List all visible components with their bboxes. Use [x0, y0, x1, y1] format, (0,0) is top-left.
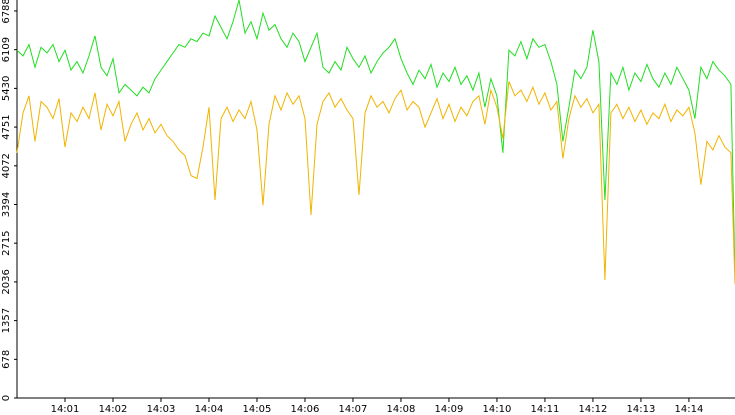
- y-tick-label: 678: [1, 350, 12, 369]
- y-tick-label: 2715: [1, 230, 12, 255]
- series-line: [16, 81, 735, 285]
- series-line: [16, 0, 735, 276]
- x-tick-label: 14:03: [147, 404, 176, 415]
- y-tick-label: 6788: [1, 0, 12, 24]
- x-tick-label: 14:14: [675, 404, 704, 415]
- x-tick-label: 14:02: [99, 404, 128, 415]
- y-tick-label: 6109: [1, 37, 12, 62]
- y-tick-label: 1357: [1, 308, 12, 333]
- x-tick-label: 14:13: [627, 404, 656, 415]
- x-tick-label: 14:01: [51, 404, 80, 415]
- y-tick-label: 0: [1, 395, 12, 401]
- y-tick-label: 5430: [1, 76, 12, 101]
- x-tick-label: 14:05: [243, 404, 272, 415]
- x-tick-label: 14:07: [339, 404, 368, 415]
- x-tick-label: 14:08: [387, 404, 416, 415]
- x-tick-label: 14:06: [291, 404, 320, 415]
- y-tick-label: 4072: [1, 153, 12, 178]
- y-tick-label: 2036: [1, 269, 12, 294]
- x-tick-label: 14:10: [483, 404, 512, 415]
- x-tick-label: 14:12: [579, 404, 608, 415]
- x-tick-label: 14:11: [531, 404, 560, 415]
- y-tick-label: 3394: [1, 192, 12, 217]
- y-tick-label: 4751: [1, 114, 12, 139]
- x-tick-label: 14:04: [195, 404, 224, 415]
- x-tick-label: 14:09: [435, 404, 464, 415]
